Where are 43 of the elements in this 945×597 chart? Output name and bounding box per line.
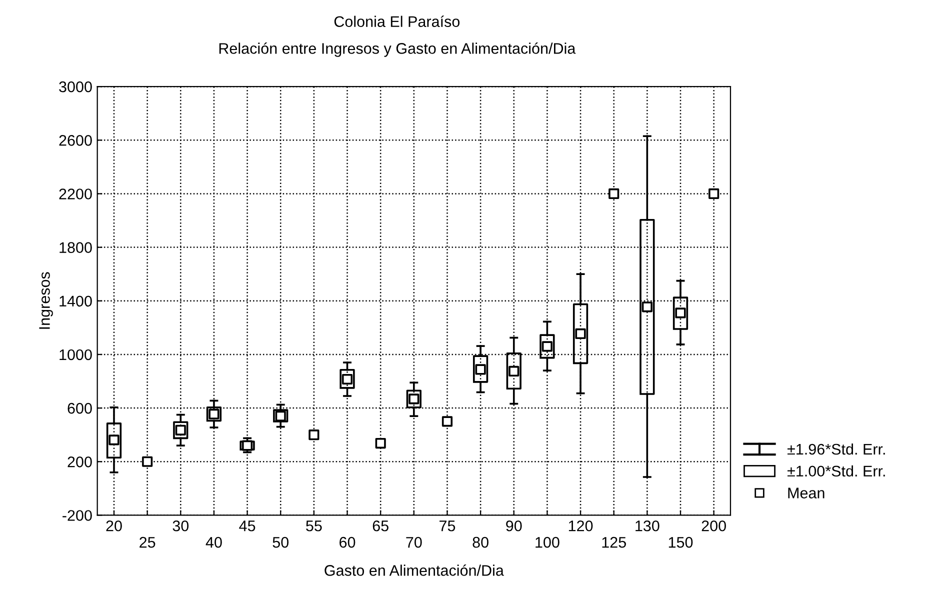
point xyxy=(308,430,320,440)
point xyxy=(575,328,586,340)
y-tick-label: 3000 xyxy=(59,81,92,92)
y-tick-label: 1400 xyxy=(60,296,92,307)
y-tick-label: 200 xyxy=(68,456,92,468)
x-tick-label: 200 xyxy=(702,520,726,532)
x-tick-label: 65 xyxy=(372,520,388,532)
x-tick-label: 20 xyxy=(106,520,122,532)
y-axis-title: Ingresos xyxy=(39,272,53,329)
x-tick-label: 120 xyxy=(568,520,593,532)
x-tick-label: 70 xyxy=(406,536,422,548)
y-tick-label: 2600 xyxy=(59,135,92,146)
x-tick-label: 75 xyxy=(440,520,456,532)
y-tick-label: 2200 xyxy=(59,188,92,200)
text: ±1.96*Std. Err. xyxy=(787,443,885,455)
y-tick-label: 600 xyxy=(68,402,92,414)
y-tick-label: 1000 xyxy=(60,349,92,360)
x-tick-label: 30 xyxy=(172,520,189,532)
point xyxy=(375,438,386,449)
x-tick-label: 50 xyxy=(272,536,289,548)
y-tick-label: -200 xyxy=(62,510,92,521)
x-tick-label: 130 xyxy=(636,520,660,532)
point xyxy=(442,416,453,427)
x-tick-label: 55 xyxy=(306,520,322,532)
chart-title: Colonia El Paraíso xyxy=(334,16,460,28)
point xyxy=(708,188,720,200)
legend-label: Mean xyxy=(788,488,824,498)
x-tick-label: 45 xyxy=(239,520,256,532)
x-tick-label: 125 xyxy=(602,536,626,548)
y-tick-label: 1800 xyxy=(60,242,92,253)
point xyxy=(642,302,652,312)
x-tick-label: 100 xyxy=(536,536,560,548)
x-tick-label: 60 xyxy=(340,536,356,548)
point xyxy=(608,188,620,200)
x-tick-label: 80 xyxy=(472,536,488,548)
x-tick-label: 90 xyxy=(506,520,522,532)
x-tick-label: 25 xyxy=(140,536,156,548)
point xyxy=(142,456,153,467)
text: ±1.00*Std. Err. xyxy=(787,465,885,477)
chart-subtitle: Relación entre Ingresos y Gasto en Alimentación/Dia xyxy=(219,42,576,57)
x-tick-label: 40 xyxy=(206,536,222,548)
x-axis-title: Gasto en Alimentación/Dia xyxy=(324,564,504,576)
x-tick-label: 150 xyxy=(668,536,693,548)
